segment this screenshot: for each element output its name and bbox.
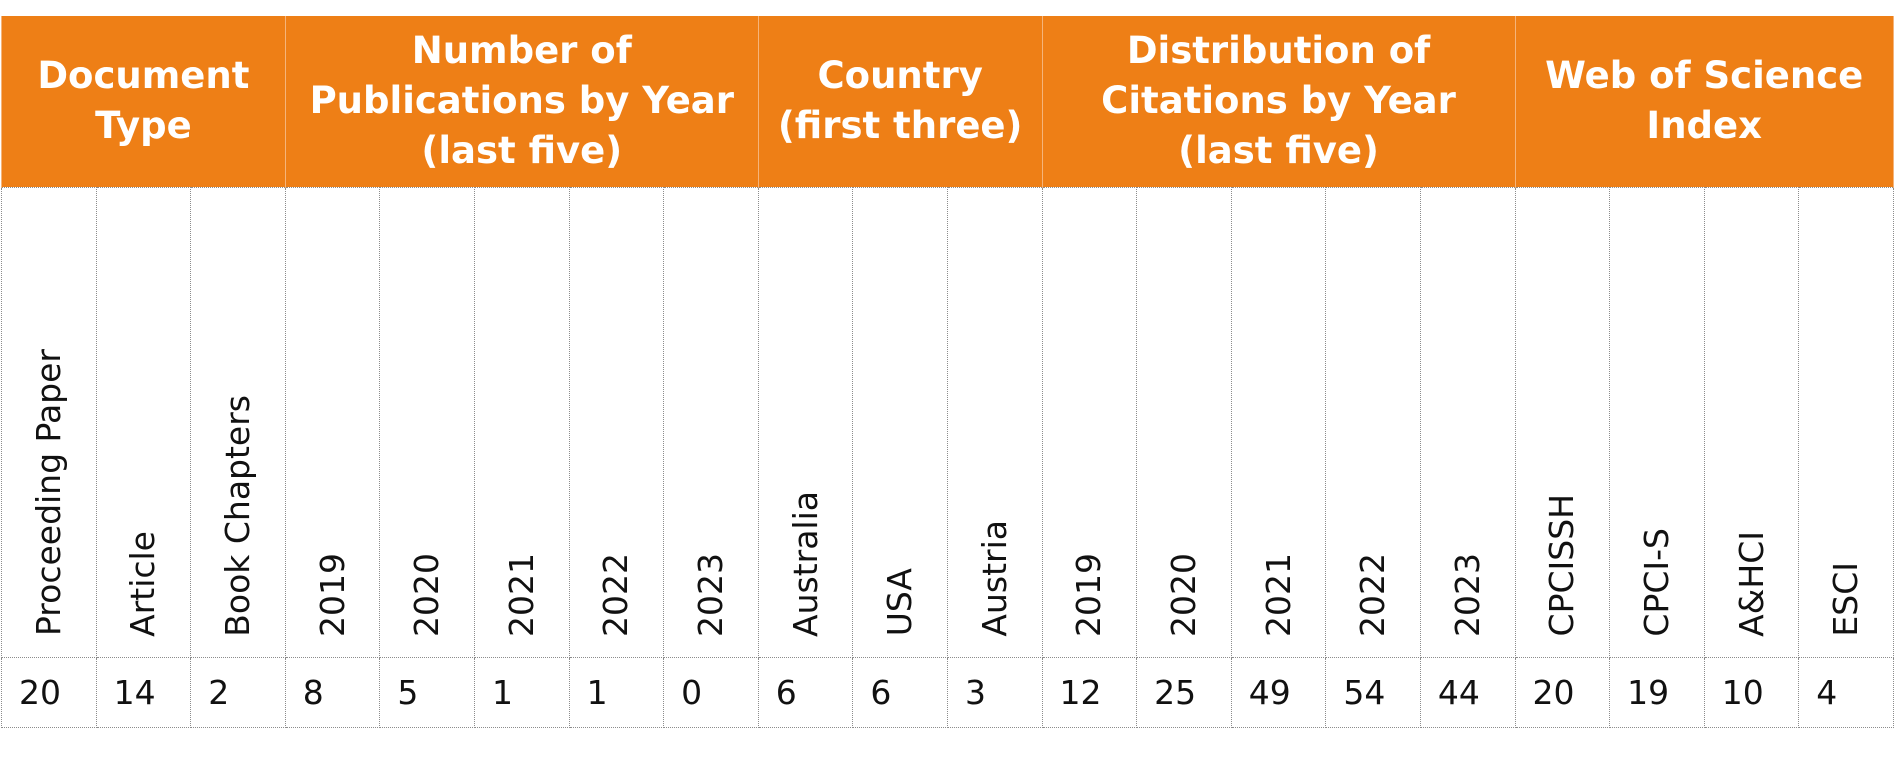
group-header-document-type: Document Type <box>1 16 286 187</box>
column-header-cell: A&HCI <box>1703 186 1800 658</box>
value-cell: 19 <box>1609 656 1705 728</box>
column-header-cell: 2020 <box>1136 186 1232 658</box>
column-header-cell: Article <box>95 186 192 658</box>
column-header-cell: 2023 <box>663 186 759 658</box>
column-header-label: 2023 <box>1447 552 1487 637</box>
column-header-label: USA <box>880 568 920 637</box>
column-header-label: 2023 <box>690 552 730 637</box>
column-header-label: 2020 <box>1163 552 1203 637</box>
column-header-label: 2021 <box>1258 552 1298 637</box>
column-header-label: 2019 <box>312 552 352 637</box>
group-header-publications-by-year: Number of Publications by Year (last fiv… <box>284 16 759 187</box>
column-header-label: 2019 <box>1069 552 1109 637</box>
value-cell: 6 <box>757 656 854 728</box>
column-header-label: 2021 <box>501 552 541 637</box>
group-header-row: Document Type Number of Publications by … <box>1 16 1894 187</box>
value-cell: 0 <box>663 656 759 728</box>
value-cell: 44 <box>1419 656 1516 728</box>
column-header-cell: 2019 <box>284 186 381 658</box>
group-header-citations-by-year: Distribution of Citations by Year (last … <box>1041 16 1516 187</box>
column-header-label: ESCI <box>1826 561 1866 637</box>
column-header-cell: 2022 <box>1325 186 1421 658</box>
value-cell: 1 <box>473 656 570 728</box>
column-header-label: A&HCI <box>1731 530 1771 637</box>
column-header-cell: Austria <box>946 186 1043 658</box>
value-cell: 6 <box>852 656 948 728</box>
group-header-wos-index: Web of Science Index <box>1514 16 1894 187</box>
column-header-cell: CPCISSH <box>1514 186 1611 658</box>
column-header-cell: 2019 <box>1041 186 1138 658</box>
column-header-cell: Book Chapters <box>190 186 286 658</box>
column-header-cell: 2022 <box>568 186 665 658</box>
column-header-cell: Proceeding Paper <box>1 186 97 658</box>
value-cell: 1 <box>568 656 665 728</box>
column-header-cell: USA <box>852 186 948 658</box>
value-cell: 49 <box>1230 656 1327 728</box>
value-cell: 12 <box>1041 656 1138 728</box>
column-header-cell: 2023 <box>1419 186 1516 658</box>
value-row: 20 14 2 8 5 1 1 0 6 6 3 12 25 49 54 44 2… <box>1 656 1894 728</box>
column-header-label: 2022 <box>1353 552 1393 637</box>
value-cell: 5 <box>379 656 475 728</box>
column-header-cell: 2021 <box>1230 186 1327 658</box>
value-cell: 20 <box>1514 656 1611 728</box>
column-header-cell: 2020 <box>379 186 475 658</box>
sub-header-row: Proceeding Paper Article Book Chapters 2… <box>1 186 1894 658</box>
column-header-label: Article <box>123 530 163 637</box>
value-cell: 54 <box>1325 656 1421 728</box>
column-header-label: CPCI-S <box>1636 527 1676 637</box>
value-cell: 14 <box>95 656 192 728</box>
value-cell: 25 <box>1136 656 1232 728</box>
column-header-label: Proceeding Paper <box>28 349 68 637</box>
column-header-label: 2022 <box>596 552 636 637</box>
column-header-label: Book Chapters <box>217 394 257 637</box>
column-header-label: Australia <box>785 490 825 637</box>
column-header-cell: CPCI-S <box>1609 186 1705 658</box>
value-cell: 8 <box>284 656 381 728</box>
value-cell: 2 <box>190 656 286 728</box>
value-cell: 10 <box>1703 656 1800 728</box>
column-header-cell: Australia <box>757 186 854 658</box>
publication-statistics-table: Document Type Number of Publications by … <box>1 16 1894 728</box>
column-header-label: CPCISSH <box>1542 494 1582 637</box>
value-cell: 3 <box>946 656 1043 728</box>
column-header-label: 2020 <box>407 552 447 637</box>
column-header-cell: 2021 <box>473 186 570 658</box>
group-header-country: Country (first three) <box>757 16 1043 187</box>
column-header-cell: ESCI <box>1798 186 1894 658</box>
column-header-label: Austria <box>974 519 1014 637</box>
value-cell: 4 <box>1798 656 1894 728</box>
value-cell: 20 <box>1 656 97 728</box>
